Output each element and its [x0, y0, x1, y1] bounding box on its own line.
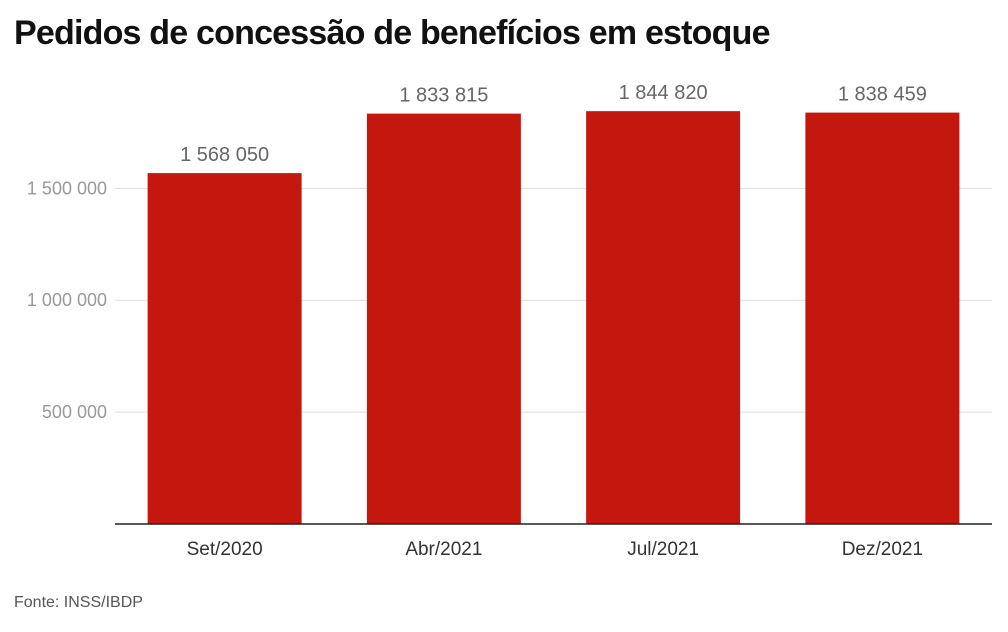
data-label: 1 838 459 — [838, 84, 927, 106]
data-label: 1 833 815 — [399, 85, 488, 107]
x-tick-label: Abr/2021 — [405, 539, 482, 560]
data-labels: 1 568 050 1 833 815 1 844 820 1 838 459 — [180, 82, 927, 166]
x-tick-label: Jul/2021 — [627, 539, 699, 560]
y-axis-ticks: 500 000 1 000 000 1 500 000 — [27, 178, 107, 422]
bar — [147, 173, 302, 525]
data-label: 1 844 820 — [619, 82, 708, 104]
y-tick-label: 500 000 — [42, 402, 107, 422]
bar — [366, 113, 521, 524]
x-tick-label: Dez/2021 — [842, 539, 923, 560]
y-tick-label: 1 500 000 — [27, 178, 107, 198]
data-label: 1 568 050 — [180, 144, 269, 166]
x-axis-ticks: Set/2020 Abr/2021 Jul/2021 Dez/2021 — [187, 539, 923, 560]
bar — [586, 111, 741, 524]
x-tick-label: Set/2020 — [187, 539, 263, 560]
bar — [805, 112, 960, 524]
y-tick-label: 1 000 000 — [27, 290, 107, 310]
source-note: Fonte: INSS/IBDP — [14, 594, 143, 611]
bars — [147, 111, 960, 525]
chart-title: Pedidos de concessão de benefícios em es… — [14, 14, 771, 52]
